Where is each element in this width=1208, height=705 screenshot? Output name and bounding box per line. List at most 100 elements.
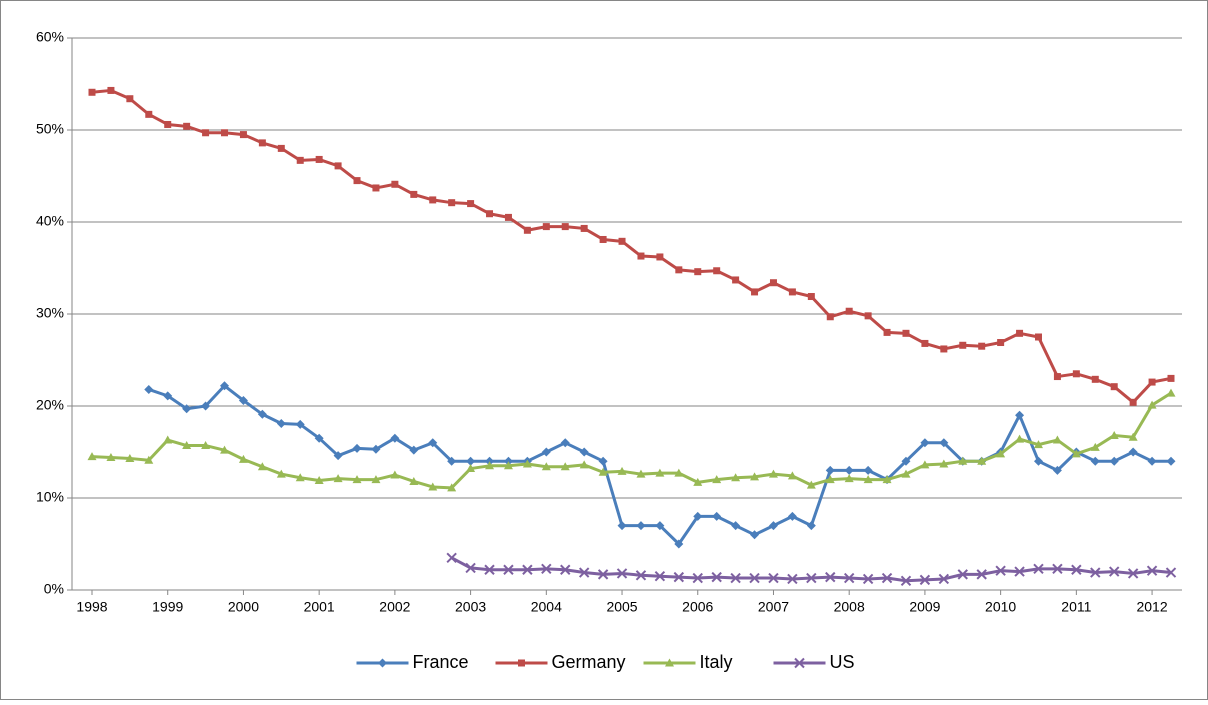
marker (1165, 567, 1177, 578)
marker (486, 210, 494, 218)
marker (711, 571, 722, 583)
marker (731, 521, 741, 531)
marker (1147, 456, 1157, 466)
marker (919, 574, 931, 586)
marker (371, 444, 381, 454)
marker (466, 464, 476, 473)
x-tick-label: 1999 (152, 599, 183, 615)
marker (560, 438, 570, 448)
marker (580, 224, 588, 232)
marker (88, 88, 96, 96)
marker (618, 237, 626, 245)
marker (958, 456, 968, 465)
marker (201, 401, 211, 411)
marker (636, 521, 646, 531)
x-tick-label: 2007 (758, 599, 789, 615)
x-tick-label: 2002 (379, 599, 410, 615)
marker (182, 404, 192, 414)
marker (391, 180, 399, 188)
marker (447, 483, 457, 492)
marker (1033, 456, 1043, 466)
marker (315, 155, 323, 163)
x-tick-label: 2003 (455, 599, 486, 615)
marker (617, 521, 627, 531)
marker (864, 312, 872, 320)
marker (844, 465, 854, 475)
marker (522, 459, 532, 468)
marker (1110, 383, 1118, 391)
marker (1052, 435, 1062, 444)
marker (806, 521, 816, 531)
y-tick-label: 40% (36, 213, 64, 229)
y-tick-label: 10% (36, 489, 64, 505)
marker (1015, 434, 1025, 443)
marker (107, 86, 115, 94)
marker (257, 462, 267, 471)
marker (277, 144, 285, 152)
marker (87, 452, 97, 461)
marker (163, 435, 173, 444)
marker (522, 564, 533, 575)
marker (314, 476, 324, 485)
marker (807, 293, 815, 301)
marker (636, 469, 646, 478)
marker (428, 438, 438, 448)
marker (503, 461, 513, 470)
marker (485, 461, 495, 470)
marker (673, 571, 685, 583)
marker (466, 456, 476, 466)
x-tick-label: 2010 (985, 599, 1016, 615)
marker (976, 569, 987, 580)
marker (579, 460, 589, 469)
legend-label: France (413, 652, 469, 672)
marker (1147, 400, 1157, 409)
marker (1090, 442, 1100, 451)
legend-label: Germany (552, 652, 626, 672)
marker (182, 441, 192, 450)
x-tick-label: 1998 (76, 599, 107, 615)
marker (656, 253, 664, 261)
marker (731, 473, 741, 482)
marker (693, 511, 703, 521)
marker (996, 449, 1006, 458)
marker (794, 657, 805, 669)
marker (881, 572, 893, 584)
marker (541, 447, 551, 457)
marker (238, 454, 248, 463)
x-tick-label: 2011 (1061, 599, 1091, 615)
marker (655, 521, 665, 531)
marker (1128, 432, 1138, 441)
marker (428, 482, 438, 491)
marker (692, 572, 703, 584)
marker (730, 572, 741, 584)
marker (882, 475, 892, 484)
marker (1129, 398, 1137, 406)
marker (920, 438, 930, 448)
marker (503, 456, 513, 466)
y-tick-label: 60% (36, 29, 64, 45)
marker (353, 177, 361, 185)
marker (390, 470, 400, 479)
marker (712, 475, 722, 484)
marker (446, 552, 457, 564)
marker (939, 438, 949, 448)
marker (372, 184, 380, 192)
marker (144, 384, 154, 394)
marker (220, 445, 230, 454)
marker (409, 445, 419, 455)
marker (787, 471, 797, 480)
marker (665, 658, 674, 667)
marker (862, 573, 874, 585)
marker (997, 339, 1005, 347)
marker (694, 268, 702, 276)
legend-label: Italy (700, 652, 733, 672)
marker (806, 572, 817, 584)
marker (1052, 465, 1062, 475)
marker (768, 521, 778, 531)
marker (296, 156, 304, 164)
marker (1127, 568, 1139, 579)
marker (276, 469, 286, 478)
x-tick-label: 2008 (834, 599, 865, 615)
